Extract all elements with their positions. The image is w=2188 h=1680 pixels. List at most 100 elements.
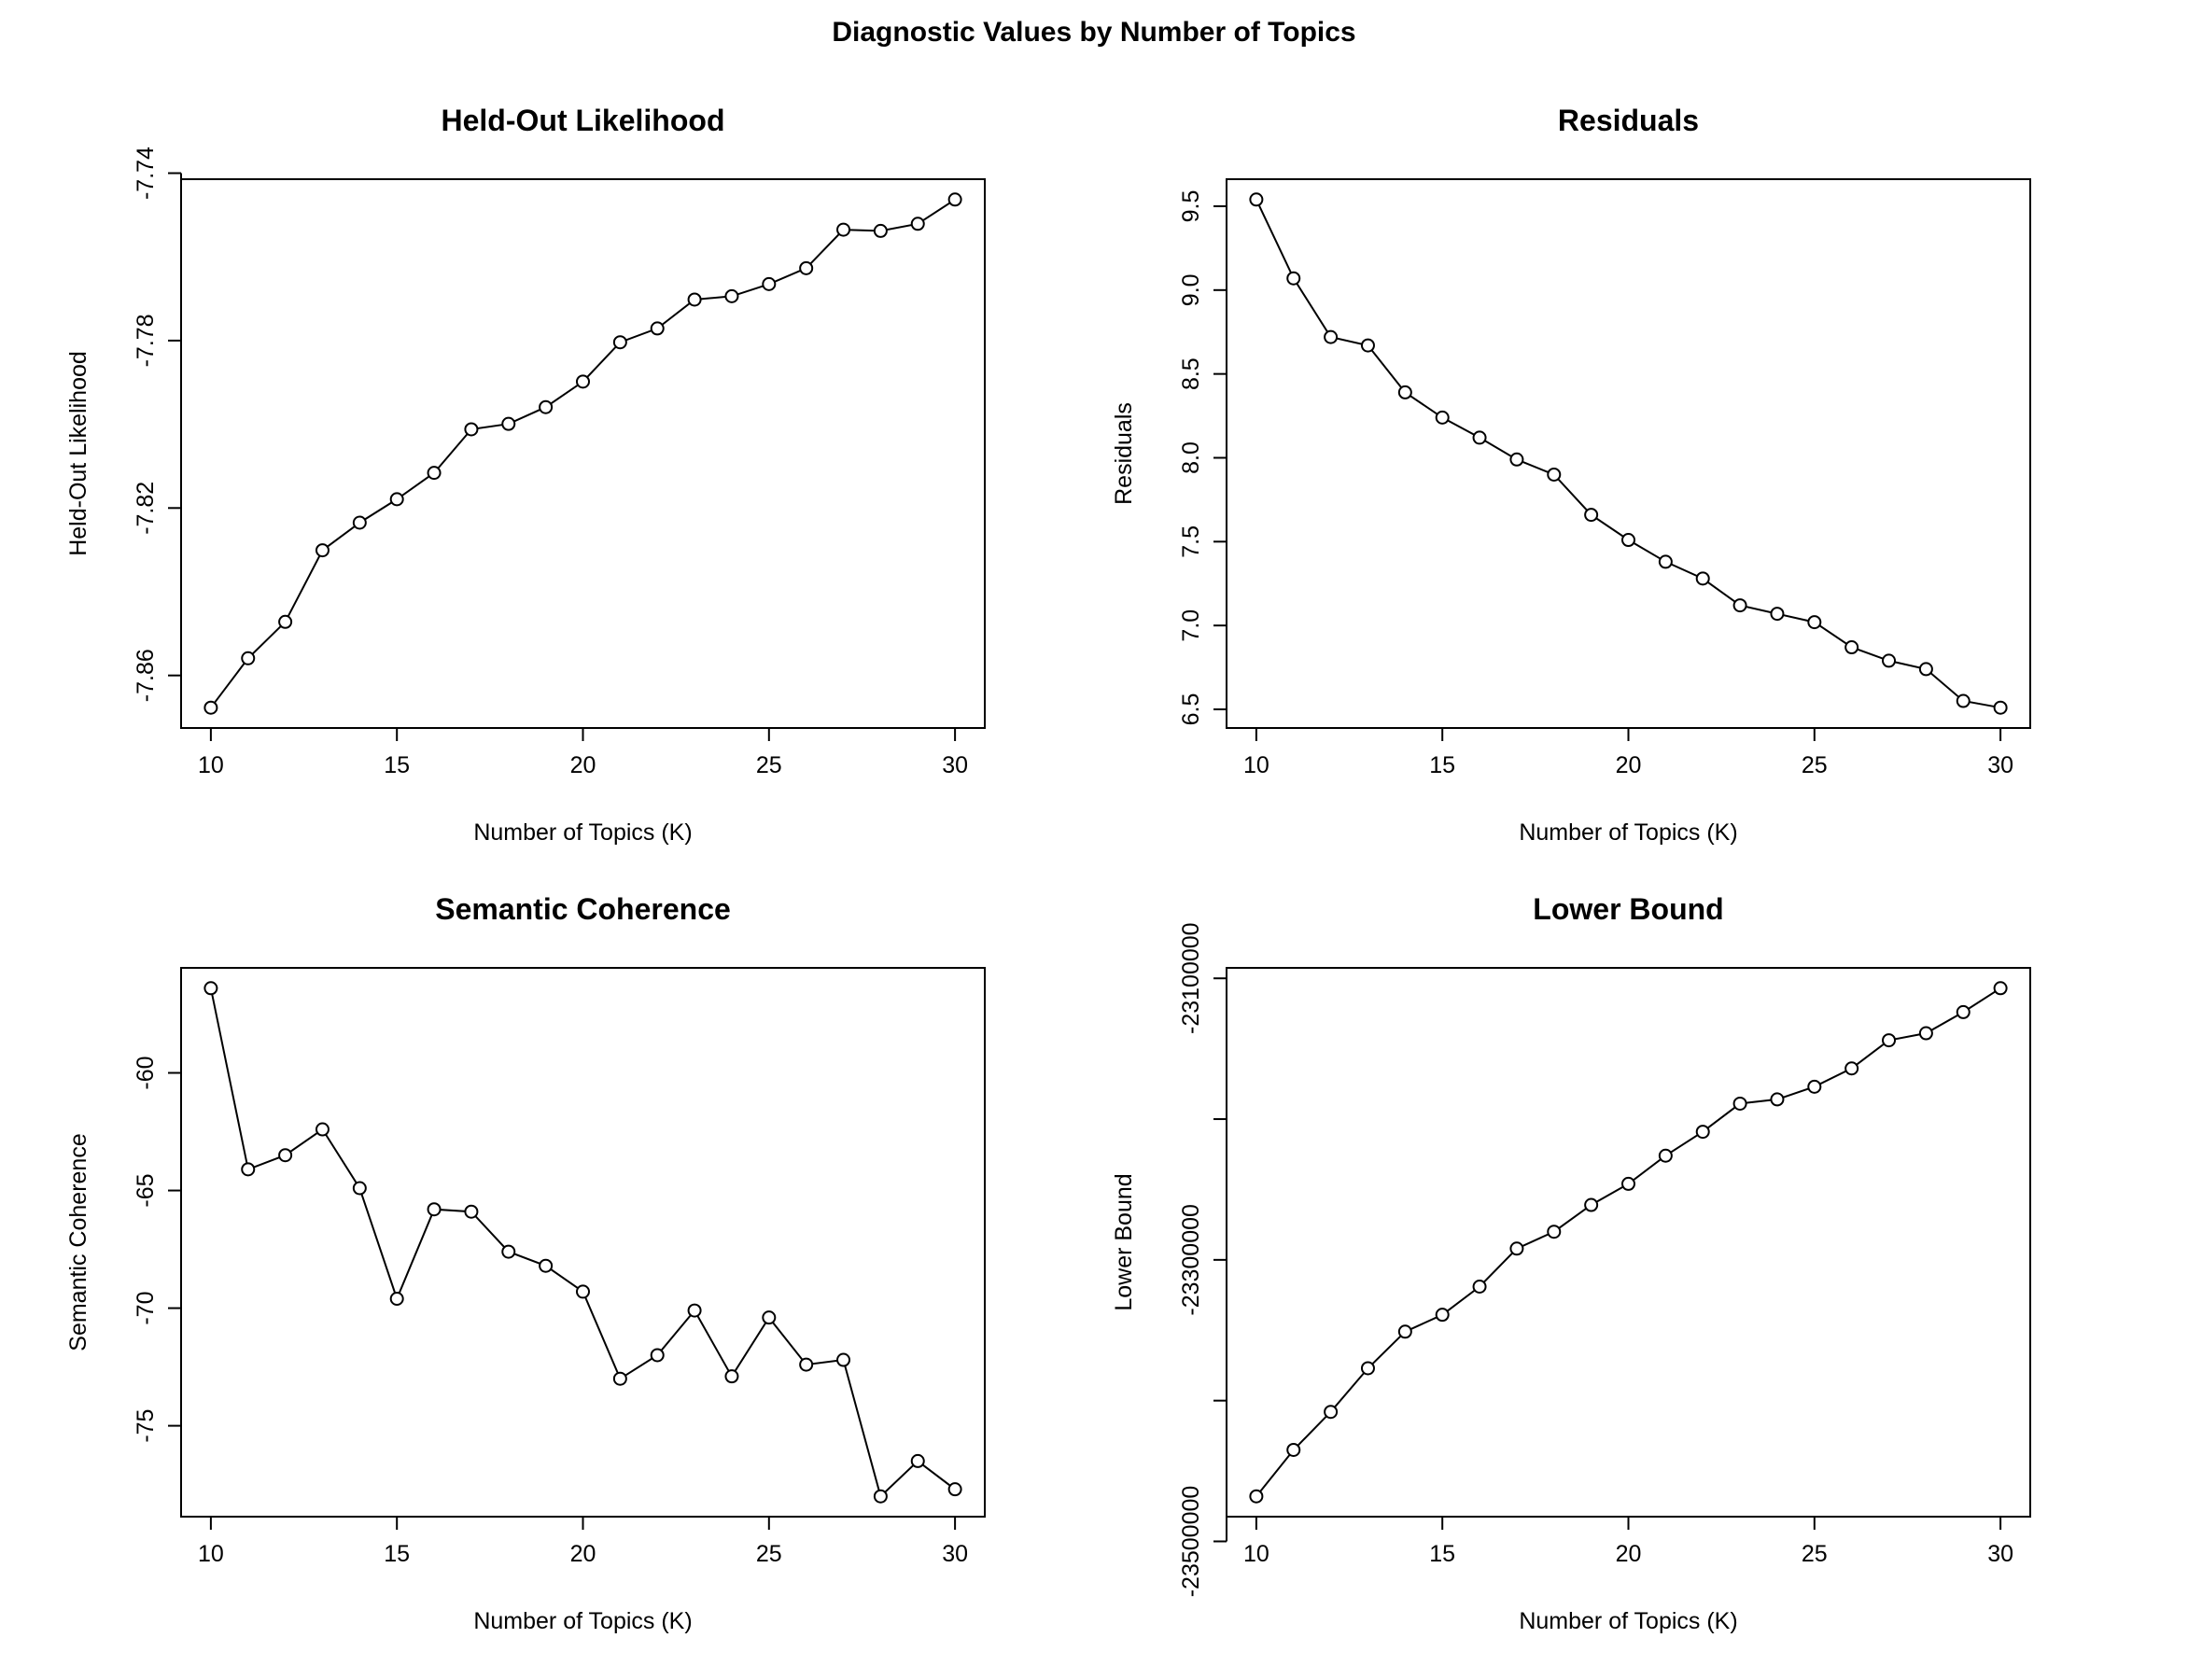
data-point <box>1360 338 1375 353</box>
data-point <box>576 374 590 389</box>
figure-title: Diagnostic Values by Number of Topics <box>832 17 1355 48</box>
data-point <box>1324 1405 1339 1420</box>
data-point <box>1547 1225 1562 1239</box>
data-point <box>464 1204 479 1219</box>
data-point <box>1882 1033 1897 1048</box>
data-point <box>389 492 404 507</box>
panel-title: Lower Bound <box>1533 892 1723 926</box>
data-point <box>203 981 218 996</box>
data-point <box>1993 981 2008 996</box>
data-point <box>873 223 888 238</box>
data-point <box>352 515 367 530</box>
data-point <box>687 292 702 307</box>
x-tick-label: 25 <box>1802 752 1828 778</box>
data-point <box>1807 615 1822 630</box>
x-tick-label: 25 <box>756 1541 782 1567</box>
series-line <box>1255 199 2001 709</box>
x-tick-label: 25 <box>1802 1541 1828 1567</box>
chart-panel-3: Semantic Coherence 10 15 20 25 30 -75 -70 -65 -60… <box>65 892 986 1634</box>
data-point <box>1584 1197 1599 1212</box>
x-tick-label: 30 <box>942 1541 968 1567</box>
data-point <box>278 1148 293 1163</box>
data-point <box>799 1357 814 1372</box>
x-tick-label: 20 <box>1616 1541 1642 1567</box>
y-tick-label: -23300000 <box>1178 1204 1204 1316</box>
x-tick-label: 20 <box>570 1541 596 1567</box>
data-point <box>203 700 218 715</box>
data-point <box>1360 1361 1375 1376</box>
y-tick-label: -7.82 <box>133 482 159 535</box>
data-point <box>612 335 627 350</box>
data-point <box>1918 662 1933 677</box>
data-point <box>427 1202 442 1217</box>
data-point <box>576 1284 590 1299</box>
data-point <box>836 1352 851 1367</box>
data-point <box>1695 571 1710 586</box>
data-point <box>315 543 330 558</box>
data-point <box>1249 192 1264 207</box>
y-tick-label: -23500000 <box>1178 1486 1204 1598</box>
x-axis-label: Number of Topics (K) <box>473 819 692 846</box>
data-point <box>1882 653 1897 668</box>
y-tick-label: -23100000 <box>1178 922 1204 1034</box>
x-tick-label: 10 <box>198 752 224 778</box>
data-point <box>1397 385 1412 399</box>
data-point <box>1435 1308 1450 1323</box>
x-tick-label: 10 <box>1243 752 1269 778</box>
chart-panel-2: Residuals 10 15 20 25 30 6.5 7.0 7.5 8.0 8.5 9.0 9.5… <box>1111 104 2031 846</box>
data-point <box>650 321 665 336</box>
data-point <box>1472 430 1487 445</box>
y-tick-label: -75 <box>133 1409 159 1443</box>
data-point <box>1658 1148 1673 1163</box>
y-axis-label: Held-Out Likelihood <box>65 351 91 556</box>
data-point <box>1435 410 1450 425</box>
y-tick-label: -60 <box>133 1056 159 1089</box>
chart-panel-1: Held-Out Likelihood 10 15 20 25 30 -7.86 -7.82 -… <box>65 104 986 846</box>
data-point <box>762 1310 777 1325</box>
panel-title: Residuals <box>1558 104 1699 137</box>
data-point <box>1397 1324 1412 1339</box>
y-axis-label: Residuals <box>1111 402 1137 505</box>
data-point <box>1770 607 1785 622</box>
data-point <box>762 276 777 291</box>
data-point <box>315 1122 330 1137</box>
y-tick-label: 8.0 <box>1178 441 1204 474</box>
data-point <box>278 614 293 629</box>
y-tick-label: -7.86 <box>133 649 159 702</box>
data-point <box>539 399 554 414</box>
data-point <box>1249 1489 1264 1504</box>
data-point <box>947 192 962 207</box>
data-point <box>1286 271 1301 286</box>
y-tick-label: -7.78 <box>133 314 159 367</box>
x-tick-label: 15 <box>384 1541 410 1567</box>
y-tick-label: -65 <box>133 1173 159 1207</box>
data-point <box>1472 1280 1487 1295</box>
x-tick-label: 20 <box>1616 752 1642 778</box>
plot-frame <box>180 178 986 729</box>
data-point <box>1621 533 1635 548</box>
data-point <box>724 1369 739 1384</box>
data-point <box>1509 452 1524 467</box>
y-tick-label: 8.5 <box>1178 357 1204 390</box>
data-point <box>389 1291 404 1306</box>
data-point <box>1695 1125 1710 1140</box>
series-line <box>210 198 956 708</box>
x-tick-label: 15 <box>1429 1541 1455 1567</box>
plot-frame <box>1226 178 2031 729</box>
data-point <box>464 422 479 437</box>
y-tick-label: -70 <box>133 1292 159 1325</box>
data-point <box>1993 700 2008 715</box>
panel-title: Semantic Coherence <box>435 892 731 926</box>
data-point <box>687 1303 702 1318</box>
data-point <box>1621 1176 1635 1191</box>
x-axis-label: Number of Topics (K) <box>473 1608 692 1634</box>
data-point <box>910 1453 925 1468</box>
data-point <box>1956 1004 1971 1019</box>
data-point <box>1732 598 1747 613</box>
data-point <box>1286 1442 1301 1457</box>
x-tick-label: 15 <box>384 752 410 778</box>
y-axis-label: Lower Bound <box>1111 1173 1137 1310</box>
data-point <box>1324 329 1339 344</box>
data-point <box>501 416 516 431</box>
